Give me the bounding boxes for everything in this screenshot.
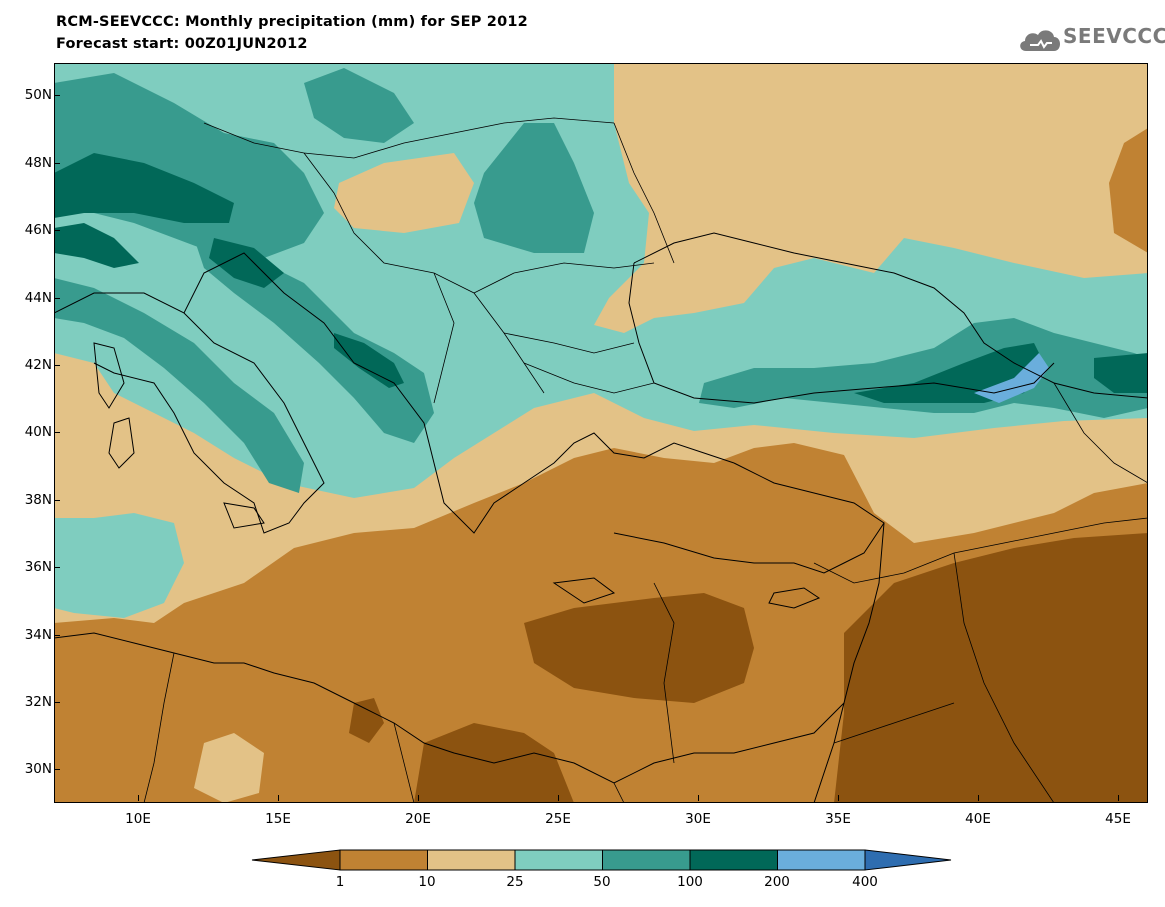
lat-tick <box>54 567 60 568</box>
lon-label-25e: 25E <box>545 811 571 827</box>
lat-label-36n: 36N <box>24 559 52 575</box>
colorbar-cell <box>864 849 952 871</box>
lat-tick <box>54 702 60 703</box>
colorbar-cell <box>689 849 778 871</box>
lat-tick <box>54 163 60 164</box>
lat-label-42n: 42N <box>24 357 52 373</box>
lat-label-30n: 30N <box>24 761 52 777</box>
field-50-100-adriatic <box>194 238 434 443</box>
lon-tick <box>278 795 279 801</box>
lat-label-32n: 32N <box>24 694 52 710</box>
lon-tick <box>1118 795 1119 801</box>
lon-label-40e: 40E <box>965 811 991 827</box>
lat-tick <box>54 432 60 433</box>
field-100-200-georgia <box>1094 353 1148 393</box>
colorbar-cell <box>339 849 428 871</box>
lat-tick <box>54 230 60 231</box>
field-100-200-alps <box>54 153 234 223</box>
lon-label-10e: 10E <box>125 811 151 827</box>
lat-label-44n: 44N <box>24 290 52 306</box>
colorbar-label-10: 10 <box>418 874 436 890</box>
field-50-100-italy <box>54 278 304 493</box>
country-borders <box>143 117 1148 803</box>
lat-label-34n: 34N <box>24 627 52 643</box>
field-1-10-russia <box>1109 128 1148 253</box>
colorbar-label-100: 100 <box>677 874 703 890</box>
field-10-25-hungary <box>334 153 474 233</box>
field-10-25-libya <box>194 733 264 803</box>
lat-label-48n: 48N <box>24 155 52 171</box>
colorbar <box>251 849 952 871</box>
coastlines <box>54 232 1148 803</box>
lat-tick <box>54 95 60 96</box>
lon-label-35e: 35E <box>825 811 851 827</box>
lat-tick <box>54 365 60 366</box>
lon-label-45e: 45E <box>1105 811 1131 827</box>
colorbar-label-1: 1 <box>335 874 345 890</box>
field-10-25-east <box>594 63 1148 333</box>
field-25-50-sardinia <box>54 513 184 618</box>
colorbar-label-50: 50 <box>593 874 611 890</box>
field-100-200-westalps <box>54 223 139 268</box>
lat-label-40n: 40N <box>24 424 52 440</box>
field-below-1-arabia <box>834 533 1148 803</box>
colorbar-cell <box>251 849 341 871</box>
lat-tick <box>54 298 60 299</box>
lon-tick <box>558 795 559 801</box>
lon-label-20e: 20E <box>405 811 431 827</box>
colorbar-label-200: 200 <box>764 874 790 890</box>
lat-label-50n: 50N <box>24 87 52 103</box>
lat-label-38n: 38N <box>24 492 52 508</box>
field-100-200-montenegro <box>334 333 404 388</box>
forecast-start: Forecast start: 00Z01JUN2012 <box>56 36 308 52</box>
lon-label-15e: 15E <box>265 811 291 827</box>
colorbar-label-25: 25 <box>506 874 524 890</box>
lon-tick <box>978 795 979 801</box>
lon-tick <box>838 795 839 801</box>
map-title: RCM-SEEVCCC: Monthly precipitation (mm) … <box>56 14 528 30</box>
field-50-100-carpathians <box>474 123 594 253</box>
lat-tick <box>54 500 60 501</box>
precipitation-field <box>54 63 1148 803</box>
field-50-100-czech <box>304 68 414 143</box>
colorbar-cell <box>777 849 866 871</box>
field-200-400 <box>974 353 1049 403</box>
precipitation-map <box>54 63 1148 803</box>
lat-tick <box>54 769 60 770</box>
field-below-1-gulf <box>349 698 384 743</box>
field-100-200-slovenia <box>209 238 284 288</box>
lon-label-30e: 30E <box>685 811 711 827</box>
field-below-1-egypt <box>524 593 754 703</box>
seevccc-logo: SEEVCCC <box>1016 22 1165 58</box>
colorbar-cell <box>427 849 516 871</box>
lon-tick <box>418 795 419 801</box>
colorbar-cells <box>251 849 952 871</box>
cloud-icon <box>1020 30 1060 51</box>
lon-tick <box>138 795 139 801</box>
logo-text: SEEVCCC <box>1063 24 1165 48</box>
colorbar-label-400: 400 <box>852 874 878 890</box>
colorbar-cell <box>602 849 691 871</box>
lon-tick <box>698 795 699 801</box>
lat-tick <box>54 635 60 636</box>
colorbar-cell <box>514 849 603 871</box>
lat-label-46n: 46N <box>24 222 52 238</box>
